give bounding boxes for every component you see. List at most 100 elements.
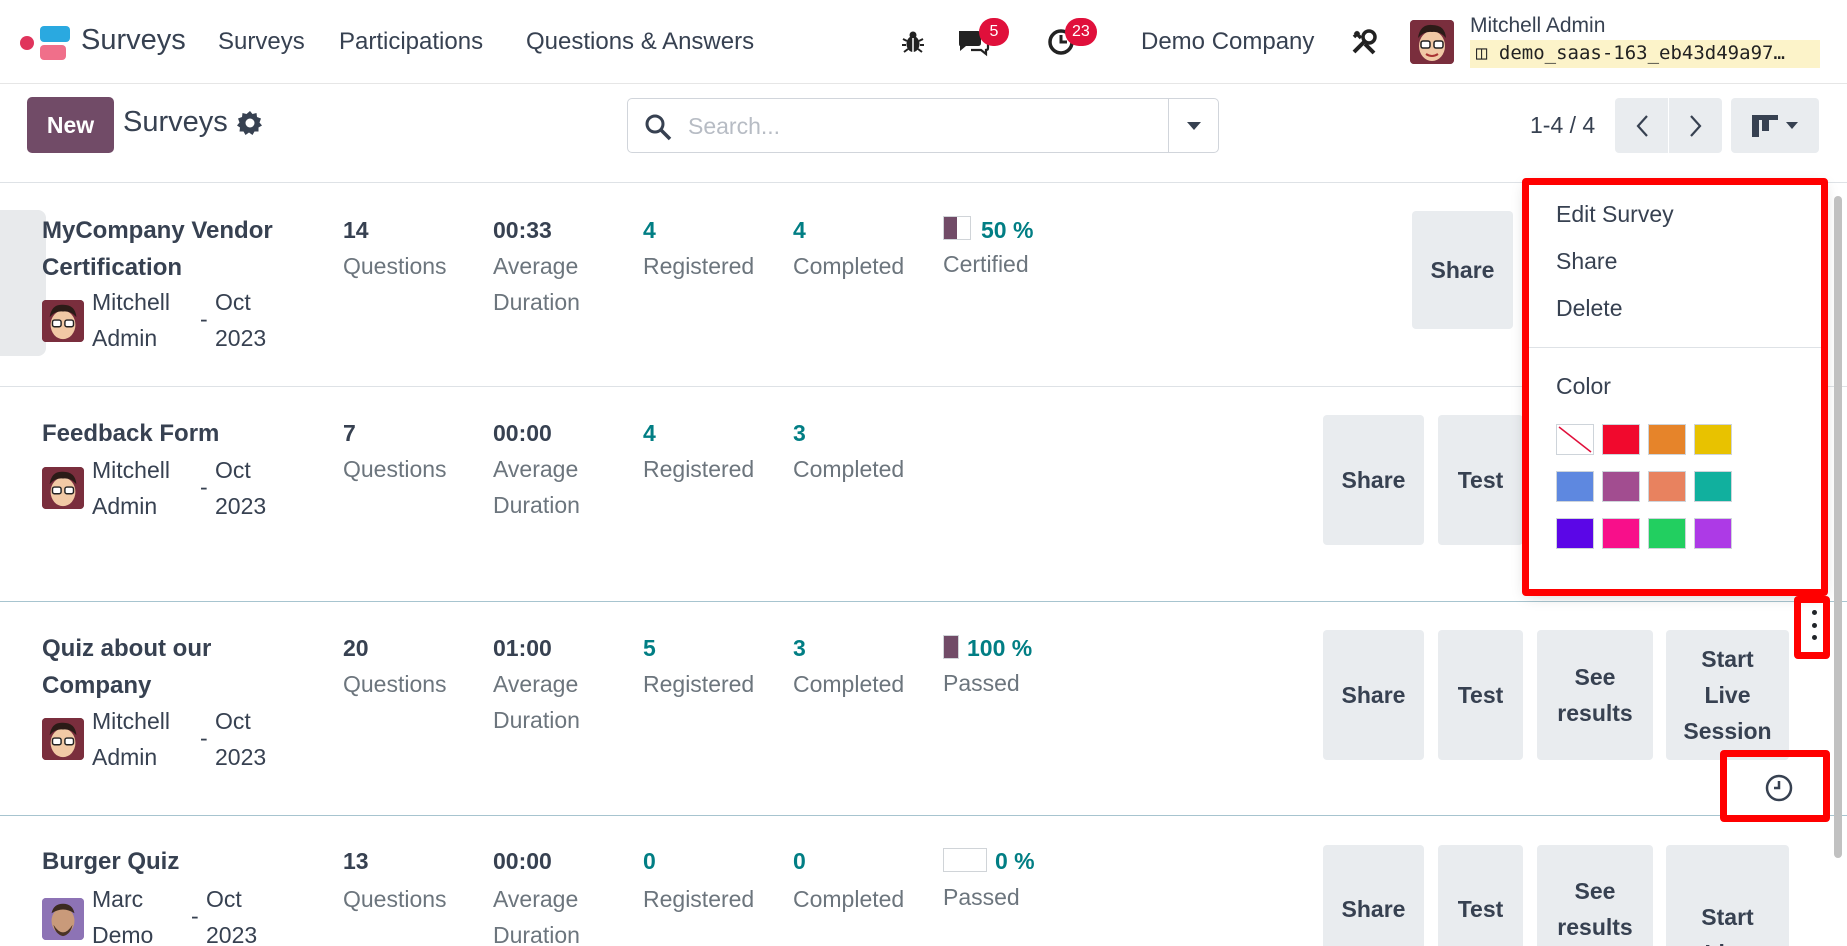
- menu-surveys[interactable]: Surveys: [218, 28, 305, 55]
- test-button[interactable]: Test: [1438, 415, 1523, 545]
- responsible-last-name: Demo: [92, 922, 154, 946]
- activity-clock-icon[interactable]: [1764, 773, 1794, 803]
- color-swatch[interactable]: [1648, 471, 1686, 502]
- survey-title[interactable]: Feedback Form: [42, 420, 220, 447]
- surveys-app-icon[interactable]: [20, 26, 70, 60]
- completed-count[interactable]: 0: [793, 848, 806, 874]
- success-ratio[interactable]: 100 %: [967, 635, 1033, 661]
- registered-count[interactable]: 4: [643, 217, 656, 243]
- new-button[interactable]: New: [27, 97, 114, 153]
- success-ratio[interactable]: 50 %: [981, 217, 1034, 243]
- chat-icon[interactable]: 5: [955, 18, 1009, 60]
- scrollbar[interactable]: [1834, 196, 1842, 858]
- date-year: 2023: [215, 493, 267, 519]
- completed-label: Completed: [793, 456, 905, 482]
- user-avatar[interactable]: [1410, 20, 1454, 64]
- database-label: demo_saas-163_eb43d49a97…: [1498, 42, 1785, 64]
- menu-questions-answers[interactable]: Questions & Answers: [526, 28, 755, 55]
- view-switcher-button[interactable]: [1731, 98, 1819, 153]
- page-title: Surveys: [123, 106, 228, 138]
- avatar: [42, 718, 84, 760]
- app-name[interactable]: Surveys: [81, 24, 186, 56]
- responsible-first-name: Mitchell: [92, 457, 170, 483]
- average-label: Average: [493, 671, 579, 697]
- survey-title[interactable]: Burger Quiz: [42, 848, 180, 875]
- search-icon: [644, 113, 672, 141]
- kebab-menu-icon[interactable]: [1811, 610, 1817, 640]
- questions-label: Questions: [343, 253, 447, 279]
- survey-title[interactable]: Quiz about our Company: [42, 635, 212, 699]
- color-swatch[interactable]: [1694, 424, 1732, 455]
- responsible-last-name: Admin: [92, 493, 158, 519]
- registered-count[interactable]: 4: [643, 420, 656, 446]
- completed-count[interactable]: 3: [793, 420, 806, 446]
- search-options-toggle[interactable]: [1168, 99, 1218, 152]
- questions-count: 20: [343, 635, 369, 661]
- record-dropdown-menu: Edit Survey Share Delete Color: [1526, 182, 1824, 592]
- questions-label: Questions: [343, 456, 447, 482]
- registered-count[interactable]: 0: [643, 848, 656, 874]
- menu-participations[interactable]: Participations: [339, 28, 484, 55]
- color-swatch[interactable]: [1602, 424, 1640, 455]
- gear-icon[interactable]: [237, 110, 263, 136]
- color-swatch[interactable]: [1556, 424, 1594, 455]
- start-live-session-button[interactable]: Start Live Session: [1666, 630, 1789, 760]
- activity-clock-icon[interactable]: 23: [1043, 18, 1097, 60]
- separator-dash: -: [200, 306, 208, 332]
- color-swatch[interactable]: [1694, 518, 1732, 549]
- average-duration-value: 00:00: [493, 420, 552, 446]
- start-live-session-button[interactable]: Start Live Session: [1666, 845, 1789, 946]
- color-swatch[interactable]: [1648, 424, 1686, 455]
- survey-title[interactable]: MyCompany Vendor Certification: [42, 217, 273, 281]
- color-swatch[interactable]: [1648, 518, 1686, 549]
- average-duration-value: 00:33: [493, 217, 552, 243]
- registered-count[interactable]: 5: [643, 635, 656, 661]
- share-button[interactable]: Share: [1323, 415, 1424, 545]
- edit-survey-menu-item[interactable]: Edit Survey: [1556, 201, 1674, 227]
- database-icon: ◫: [1476, 42, 1488, 64]
- trophy-ribbon-decoration: [0, 210, 46, 356]
- registered-label: Registered: [643, 456, 755, 482]
- color-label: Color: [1556, 373, 1611, 399]
- questions-label: Questions: [343, 671, 447, 697]
- test-button[interactable]: Test: [1438, 845, 1523, 946]
- duration-label: Duration: [493, 922, 580, 946]
- date-month: Oct: [215, 289, 251, 315]
- debug-tools-icon[interactable]: [1346, 24, 1382, 60]
- share-menu-item[interactable]: Share: [1556, 248, 1618, 274]
- registered-label: Registered: [643, 671, 755, 697]
- share-button[interactable]: Share: [1323, 630, 1424, 760]
- completed-count[interactable]: 4: [793, 217, 806, 243]
- share-button[interactable]: Share: [1412, 211, 1513, 329]
- pager-next-button[interactable]: [1669, 98, 1722, 153]
- completed-label: Completed: [793, 886, 905, 912]
- responsible-last-name: Admin: [92, 325, 158, 351]
- completed-count[interactable]: 3: [793, 635, 806, 661]
- highlight-box-dropdown: [1522, 178, 1828, 596]
- date-year: 2023: [215, 744, 267, 770]
- delete-menu-item[interactable]: Delete: [1556, 295, 1623, 321]
- user-name[interactable]: Mitchell Admin: [1470, 14, 1606, 37]
- average-duration-value: 01:00: [493, 635, 552, 661]
- search-input[interactable]: [688, 107, 1148, 145]
- success-label: Certified: [943, 251, 1029, 277]
- kanban-view-icon: [1752, 114, 1778, 137]
- color-swatch[interactable]: [1694, 471, 1732, 502]
- database-name: ◫ demo_saas-163_eb43d49a97…: [1470, 40, 1820, 68]
- color-swatch[interactable]: [1602, 518, 1640, 549]
- pager-previous-button[interactable]: [1615, 98, 1668, 153]
- share-button[interactable]: Share: [1323, 845, 1424, 946]
- color-swatch[interactable]: [1556, 518, 1594, 549]
- success-ratio[interactable]: 0 %: [995, 848, 1035, 874]
- bug-icon[interactable]: [895, 24, 931, 60]
- company-switcher[interactable]: Demo Company: [1141, 28, 1315, 55]
- avatar: [42, 300, 84, 342]
- caret-down-icon: [1186, 121, 1201, 130]
- color-swatch[interactable]: [1556, 471, 1594, 502]
- pager-value[interactable]: 1-4 / 4: [1530, 112, 1596, 138]
- see-results-button[interactable]: See results: [1537, 845, 1653, 946]
- test-button[interactable]: Test: [1438, 630, 1523, 760]
- registered-label: Registered: [643, 253, 755, 279]
- color-swatch[interactable]: [1602, 471, 1640, 502]
- see-results-button[interactable]: See results: [1537, 630, 1653, 760]
